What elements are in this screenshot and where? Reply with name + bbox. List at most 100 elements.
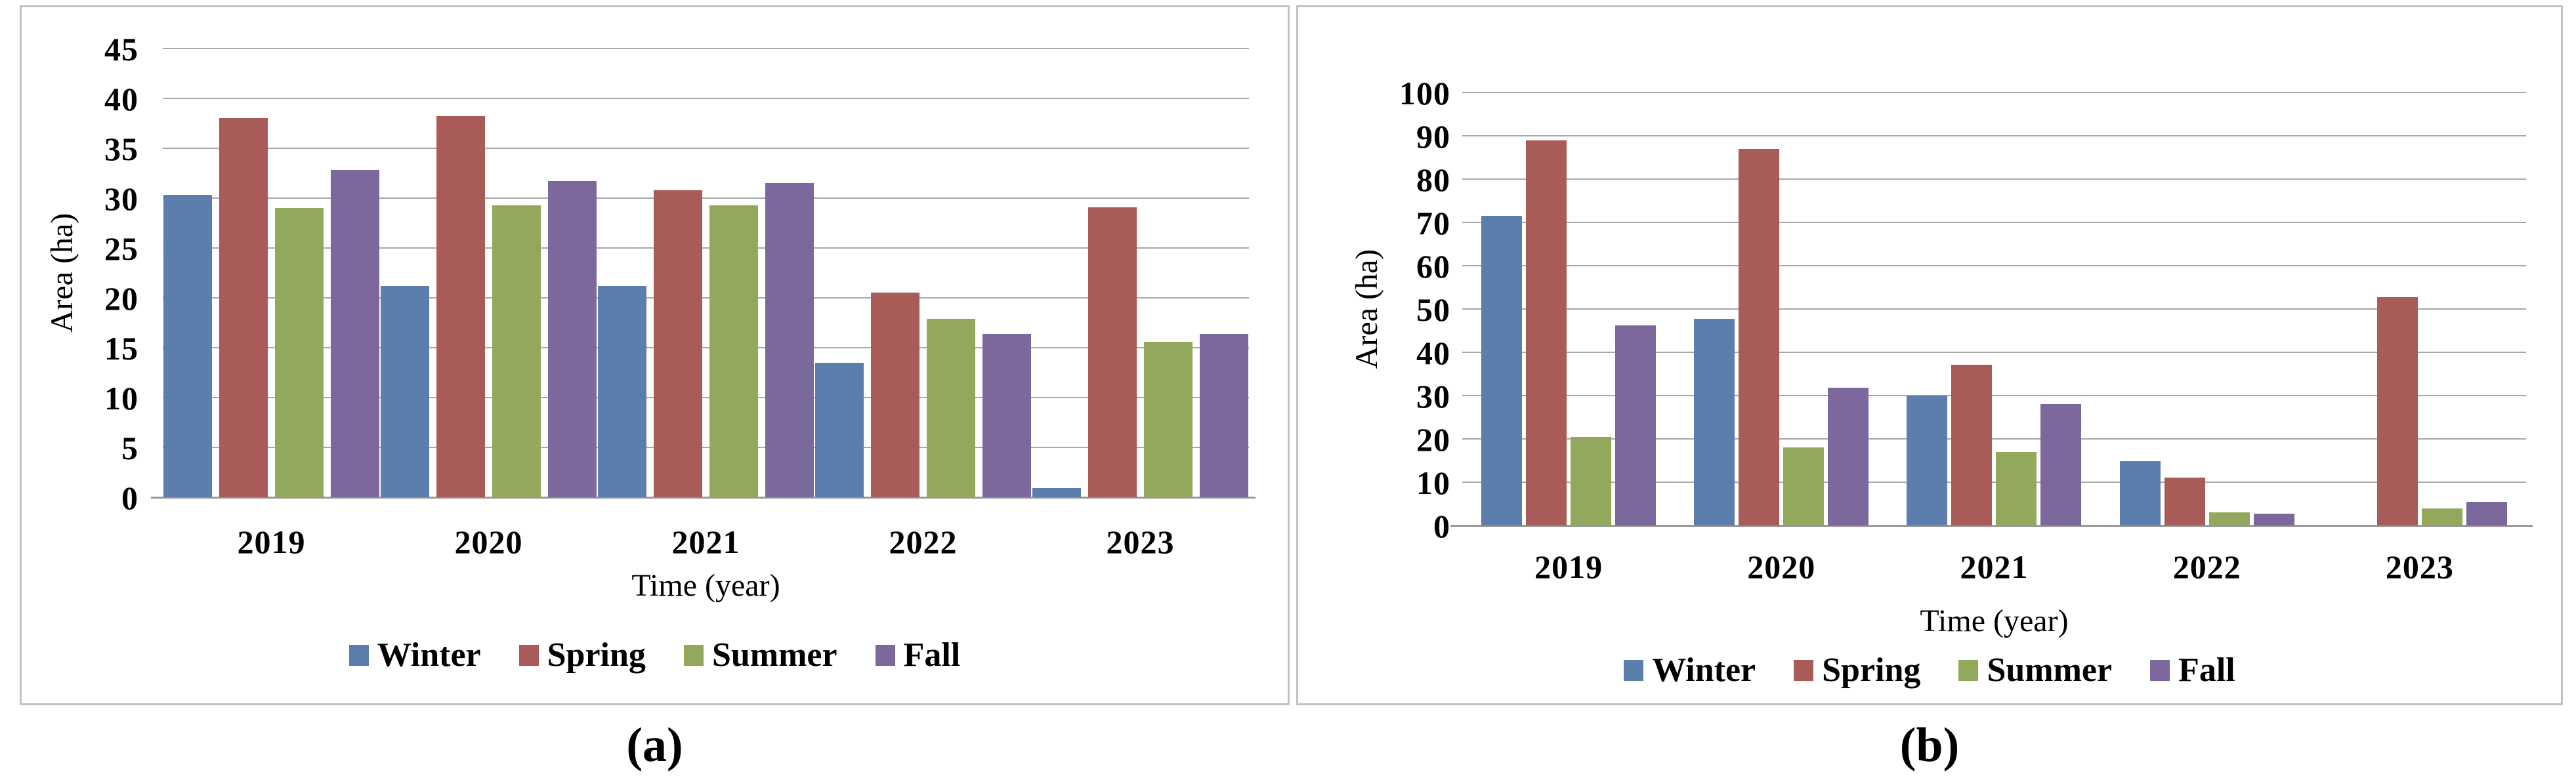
gridline-y-30: [163, 197, 1249, 199]
y-tick-label-20: 20: [1416, 421, 1450, 458]
legend-swatch-spring-icon: [1794, 660, 1814, 681]
gridline-y-90: [1462, 135, 2526, 136]
bar-spring-2019: [1526, 140, 1567, 525]
x-axis-line: [151, 497, 1256, 499]
y-tick-label-30: 30: [1416, 378, 1450, 415]
x-tick-label-2022: 2022: [2172, 548, 2241, 585]
bar-fall-2022: [982, 334, 1031, 497]
bar-spring-2020: [436, 116, 485, 497]
gridline-y-15: [163, 347, 1249, 348]
legend-label-fall: Fall: [903, 636, 961, 674]
legend-swatch-fall-icon: [875, 645, 895, 666]
bar-spring-2023: [1088, 207, 1137, 497]
x-axis-title: Time (year): [1920, 604, 2069, 638]
legend-swatch-summer-icon: [1958, 660, 1979, 681]
gridline-y-10: [163, 397, 1249, 398]
bar-spring-2022: [2164, 478, 2205, 525]
y-tick-label-5: 5: [121, 430, 138, 466]
x-tick-label-2020: 2020: [1747, 548, 1816, 585]
bar-fall-2020: [1828, 388, 1869, 525]
legend-label-winter: Winter: [377, 636, 481, 674]
bar-summer-2023: [1144, 342, 1193, 497]
bar-summer-2020: [492, 205, 541, 497]
legend-item-fall: Fall: [2150, 653, 2235, 688]
y-tick-label-70: 70: [1416, 205, 1450, 241]
legend-swatch-spring-icon: [518, 645, 539, 666]
x-tick-label-2022: 2022: [889, 524, 958, 560]
chart-b-seasonal-area: 0 10 20 30 40 50 60 70 80 90 100 2019 2020 2021 2022 20…: [1298, 7, 2561, 703]
legend-swatch-winter-icon: [348, 645, 369, 666]
bar-spring-2023: [2376, 297, 2418, 525]
gridline-y-45: [163, 48, 1249, 49]
y-tick-label-20: 20: [104, 280, 138, 317]
legend-item-spring: Spring: [1794, 653, 1920, 688]
legend: Winter Spring Summer Fall: [22, 638, 1288, 672]
legend-item-fall: Fall: [875, 636, 961, 674]
bar-winter-2020: [1694, 319, 1735, 525]
gridline-y-60: [1462, 265, 2526, 266]
bar-spring-2021: [1951, 365, 1993, 525]
bar-fall-2023: [1200, 334, 1248, 497]
panel-b: 0 10 20 30 40 50 60 70 80 90 100 2019 2020 2021 2022 20…: [1296, 5, 2563, 705]
y-tick-label-0: 0: [1433, 508, 1450, 545]
legend-item-summer: Summer: [683, 636, 837, 674]
bar-group-2019: [163, 49, 380, 497]
panel-a: 0 5 10 15 20 25 30 35 40 45 2019 2020 2021 2022 2023 Ti…: [20, 5, 1290, 705]
gridline-y-5: [163, 447, 1249, 448]
caption-b: (b): [1296, 712, 2563, 778]
gridline-y-100: [1462, 92, 2526, 93]
bar-fall-2023: [2466, 502, 2507, 525]
bar-fall-2021: [765, 183, 814, 497]
legend-label-summer: Summer: [1987, 651, 2113, 689]
x-tick-label-2023: 2023: [2385, 548, 2454, 585]
bar-spring-2019: [219, 118, 268, 497]
bar-spring-2022: [871, 293, 919, 497]
gridline-y-20: [1462, 438, 2526, 440]
bar-group-2020: [380, 49, 597, 497]
legend-item-spring: Spring: [518, 636, 646, 674]
bar-group-2022: [814, 49, 1032, 497]
y-tick-label-40: 40: [104, 81, 138, 117]
bar-group-2020: [1675, 93, 1888, 525]
gridline-y-80: [1462, 178, 2526, 180]
legend-item-summer: Summer: [1958, 653, 2112, 688]
gridline-y-40: [163, 98, 1249, 99]
bar-winter-2019: [163, 195, 212, 497]
bar-spring-2020: [1739, 149, 1780, 525]
x-tick-label-2019: 2019: [237, 524, 306, 560]
y-axis-title: Area (ha): [45, 213, 79, 333]
legend-label-winter: Winter: [1652, 651, 1756, 689]
x-tick-label-2023: 2023: [1106, 524, 1175, 560]
legend-label-summer: Summer: [711, 636, 837, 674]
y-tick-label-45: 45: [104, 31, 138, 68]
caption-b-label: (b): [1899, 718, 1960, 772]
legend-label-spring: Spring: [1822, 651, 1921, 689]
chart-a-seasonal-area: 0 5 10 15 20 25 30 35 40 45 2019 2020 2021 2022 2023 Ti…: [22, 7, 1288, 703]
legend-swatch-summer-icon: [683, 645, 704, 666]
bar-group-2019: [1462, 93, 1675, 525]
bar-summer-2020: [1783, 447, 1825, 525]
bar-fall-2021: [2040, 404, 2082, 525]
bar-summer-2019: [275, 208, 324, 497]
y-tick-label-100: 100: [1399, 75, 1450, 112]
y-tick-label-50: 50: [1416, 291, 1450, 328]
bar-group-2023: [1032, 49, 1249, 497]
y-tick-label-0: 0: [121, 480, 138, 516]
gridline-y-35: [163, 148, 1249, 149]
bar-group-2022: [2101, 93, 2313, 525]
bar-summer-2022: [2208, 512, 2250, 525]
y-tick-label-90: 90: [1416, 118, 1450, 155]
y-tick-label-40: 40: [1416, 335, 1450, 371]
bar-winter-2020: [381, 286, 429, 497]
bar-group-2023: [2313, 93, 2526, 525]
gridline-y-10: [1462, 482, 2526, 483]
legend-label-fall: Fall: [2178, 651, 2235, 689]
legend-item-winter: Winter: [348, 636, 481, 674]
legend-label-spring: Spring: [547, 636, 646, 674]
y-tick-label-10: 10: [104, 380, 138, 417]
bar-summer-2022: [927, 319, 975, 497]
gridline-y-25: [163, 247, 1249, 249]
legend-item-winter: Winter: [1624, 653, 1756, 688]
bar-fall-2020: [548, 181, 597, 497]
